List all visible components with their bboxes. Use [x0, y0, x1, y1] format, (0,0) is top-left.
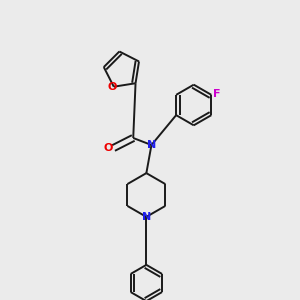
Text: O: O — [108, 82, 117, 92]
Text: O: O — [103, 143, 112, 153]
Text: F: F — [213, 89, 221, 99]
Text: N: N — [148, 140, 157, 150]
Text: N: N — [142, 212, 151, 222]
